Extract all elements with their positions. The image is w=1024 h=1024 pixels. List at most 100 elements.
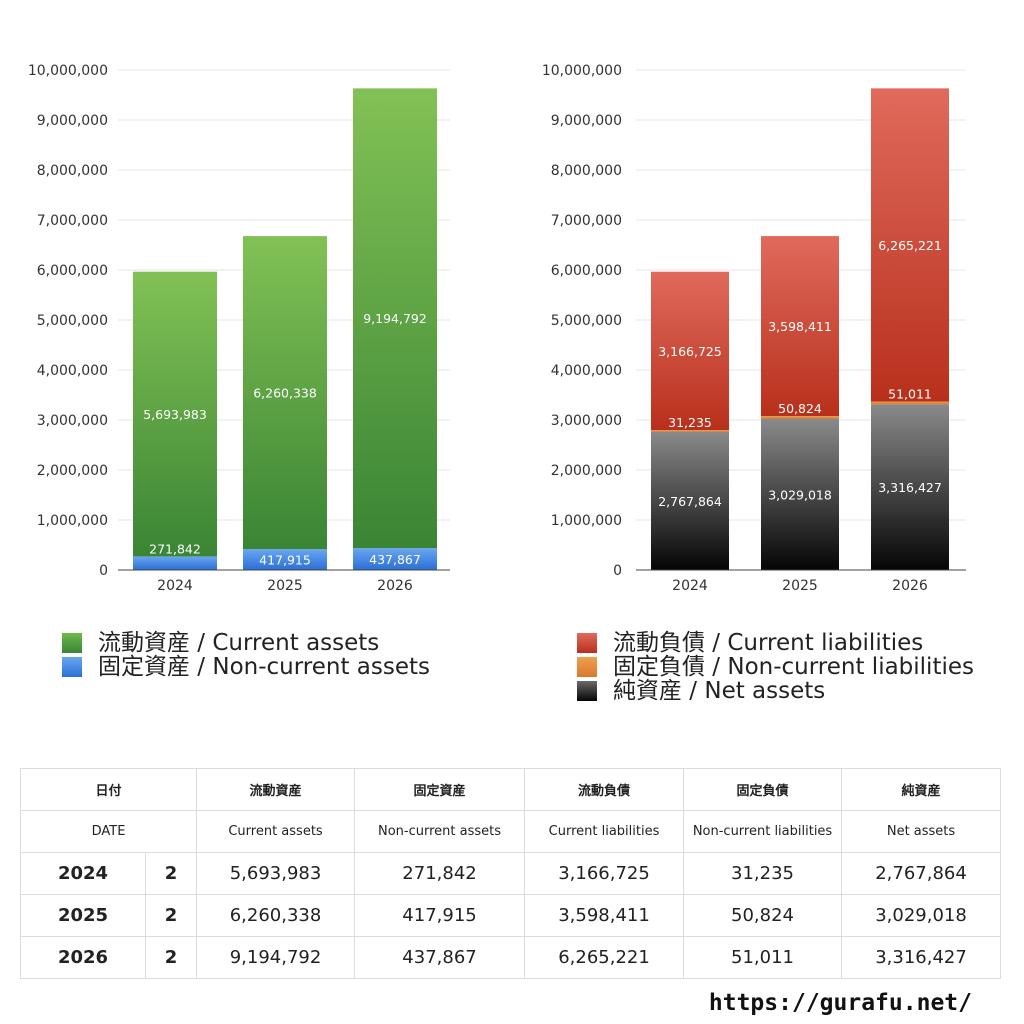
cell-current-liabilities: 6,265,221	[524, 936, 685, 979]
header-non-current-assets-ja: 固定資産	[354, 768, 526, 811]
bar-non-current-liabilities	[761, 416, 839, 419]
data-label: 6,260,338	[253, 386, 317, 401]
y-tick-label: 10,000,000	[28, 63, 108, 79]
header-non-current-assets-en: Non-current assets	[354, 810, 526, 853]
legend-swatch	[577, 657, 597, 677]
legend-label: 流動資産 / Current assets	[98, 630, 380, 656]
legend-item-non-current-liabilities: 固定負債 / Non-current liabilities	[577, 655, 974, 679]
y-tick-label: 0	[613, 563, 622, 579]
row-year: 2024	[20, 852, 146, 895]
row-count: 2	[144, 936, 198, 979]
legend-swatch	[577, 633, 597, 653]
bar-non-current-assets	[243, 549, 327, 570]
header-current-liabilities-ja: 流動負債	[524, 768, 685, 811]
cell-current-assets: 5,693,983	[196, 852, 356, 895]
legend-item-non-current-assets: 固定資産 / Non-current assets	[62, 655, 430, 679]
x-tick-label: 2026	[892, 578, 928, 594]
data-label: 2,767,864	[658, 494, 722, 509]
x-tick-label: 2026	[377, 578, 413, 594]
cell-non-current-assets: 417,915	[354, 894, 526, 937]
y-tick-label: 5,000,000	[37, 313, 108, 329]
bar-current-liabilities	[761, 236, 839, 417]
cell-current-liabilities: 3,166,725	[524, 852, 685, 895]
cell-net-assets: 3,316,427	[841, 936, 1002, 979]
data-label: 3,029,018	[768, 487, 832, 502]
x-tick-label: 2025	[782, 578, 818, 594]
data-label: 3,598,411	[768, 319, 832, 334]
header-non-current-liabilities-en: Non-current liabilities	[683, 810, 843, 853]
cell-non-current-liabilities: 50,824	[683, 894, 843, 937]
bar-net-assets	[871, 404, 949, 570]
header-net-assets-en: Net assets	[841, 810, 1002, 853]
bar-current-liabilities	[871, 88, 949, 402]
y-tick-label: 10,000,000	[542, 63, 622, 79]
charts-canvas: 0 1,000,000 2,000,000 3,000,000 4,000,000 5,0…	[28, 63, 966, 594]
y-tick-label: 2,000,000	[37, 463, 108, 479]
legend-item-net-assets: 純資産 / Net assets	[577, 679, 974, 703]
data-label: 51,011	[888, 387, 932, 402]
legend-swatch	[62, 657, 82, 677]
cell-non-current-assets: 437,867	[354, 936, 526, 979]
header-current-assets-ja: 流動資産	[196, 768, 356, 811]
data-label: 271,842	[149, 541, 201, 556]
legend-swatch	[577, 681, 597, 701]
y-tick-label: 8,000,000	[551, 163, 622, 179]
cell-current-assets: 9,194,792	[196, 936, 356, 979]
bar-net-assets	[651, 431, 729, 570]
table-row: 2026 2 9,194,792 437,867 6,265,221 51,01…	[20, 936, 1002, 979]
legend-item-current-liabilities: 流動負債 / Current liabilities	[577, 631, 974, 655]
bar-current-liabilities	[651, 271, 729, 431]
row-count: 2	[144, 852, 198, 895]
bar-non-current-assets	[133, 556, 217, 570]
cell-net-assets: 3,029,018	[841, 894, 1002, 937]
cell-non-current-liabilities: 31,235	[683, 852, 843, 895]
assets-chart: 0 1,000,000 2,000,000 3,000,000 4,000,000 5,0…	[28, 63, 450, 594]
legend-label: 流動負債 / Current liabilities	[613, 630, 924, 656]
liabilities-chart: 0 1,000,000 2,000,000 3,000,000 4,000,000 5,0…	[542, 63, 966, 594]
bar-current-assets	[133, 271, 217, 557]
cell-non-current-assets: 271,842	[354, 852, 526, 895]
cell-non-current-liabilities: 51,011	[683, 936, 843, 979]
data-label: 9,194,792	[363, 311, 427, 326]
y-tick-label: 1,000,000	[551, 513, 622, 529]
bar-current-assets	[243, 236, 327, 550]
bar-net-assets	[761, 418, 839, 570]
x-tick-label: 2025	[267, 578, 303, 594]
header-date-en: DATE	[19, 810, 198, 853]
header-net-assets-ja: 純資産	[841, 768, 1002, 811]
x-tick-label: 2024	[157, 578, 193, 594]
y-tick-label: 2,000,000	[551, 463, 622, 479]
legend-label: 固定資産 / Non-current assets	[98, 654, 431, 680]
header-current-assets-en: Current assets	[196, 810, 356, 853]
balance-sheet-table: 日付 流動資産 固定資産 流動負債 固定負債 純資産 DATE Current …	[19, 768, 1002, 979]
data-label: 417,915	[259, 553, 311, 568]
cell-current-liabilities: 3,598,411	[524, 894, 685, 937]
bar-non-current-assets	[353, 548, 437, 570]
y-tick-label: 8,000,000	[37, 163, 108, 179]
y-tick-label: 9,000,000	[551, 113, 622, 129]
y-tick-label: 9,000,000	[37, 113, 108, 129]
y-tick-label: 3,000,000	[37, 413, 108, 429]
legend-item-current-assets: 流動資産 / Current assets	[62, 631, 430, 655]
data-label: 6,265,221	[878, 238, 942, 253]
legend-label: 固定負債 / Non-current liabilities	[613, 654, 974, 680]
data-label: 3,166,725	[658, 344, 722, 359]
data-label: 5,693,983	[143, 407, 207, 422]
y-tick-label: 6,000,000	[551, 263, 622, 279]
liabilities-legend: 流動負債 / Current liabilities 固定負債 / Non-cu…	[577, 631, 974, 703]
y-tick-label: 6,000,000	[37, 263, 108, 279]
bar-current-assets	[353, 88, 437, 549]
data-label: 31,235	[668, 415, 712, 430]
y-tick-label: 4,000,000	[551, 363, 622, 379]
table-row: 2024 2 5,693,983 271,842 3,166,725 31,23…	[20, 852, 1002, 895]
header-date-ja: 日付	[19, 768, 198, 811]
row-year: 2026	[20, 936, 146, 979]
x-tick-label: 2024	[672, 578, 708, 594]
assets-legend: 流動資産 / Current assets 固定資産 / Non-current…	[62, 631, 430, 679]
y-tick-label: 0	[99, 563, 108, 579]
data-label: 50,824	[778, 401, 822, 416]
site-url[interactable]: https://gurafu.net/	[708, 990, 972, 1016]
header-non-current-liabilities-ja: 固定負債	[683, 768, 843, 811]
data-label: 3,316,427	[878, 480, 942, 495]
row-year: 2025	[20, 894, 146, 937]
